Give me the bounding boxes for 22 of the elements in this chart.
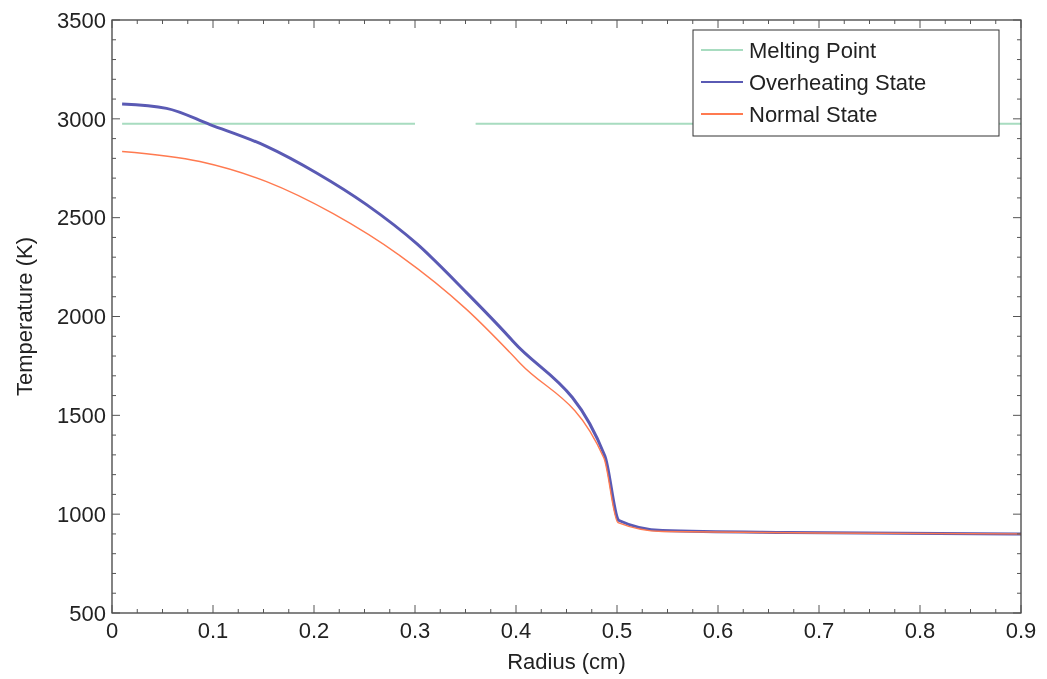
x-tick-label: 0.2 (298, 618, 330, 643)
x-tick-label: 0.8 (904, 618, 936, 643)
legend-label: Normal State (749, 101, 878, 127)
x-tick-label: 0.4 (500, 618, 532, 643)
x-tick-label: 0.9 (1005, 618, 1037, 643)
x-axis-title: Radius (cm) (507, 649, 626, 674)
x-tick-label: 0.6 (702, 618, 734, 643)
x-tick-label: 0 (105, 618, 119, 643)
x-tick-label: 0.5 (601, 618, 633, 643)
y-tick-label: 2000 (57, 304, 106, 330)
y-tick-label: 3500 (57, 7, 106, 33)
x-tick-label: 0.1 (197, 618, 229, 643)
y-tick-label: 3000 (57, 106, 106, 132)
legend-label: Overheating State (749, 69, 927, 95)
x-tick-label: 0.7 (803, 618, 835, 643)
x-tick-label: 0.3 (399, 618, 431, 643)
y-tick-label: 1500 (57, 403, 106, 429)
y-axis-title: Temperature (K) (12, 237, 37, 396)
y-tick-label: 500 (69, 600, 106, 626)
legend-label: Melting Point (749, 37, 877, 63)
y-tick-label: 1000 (57, 501, 106, 527)
y-tick-label: 2500 (57, 205, 106, 231)
